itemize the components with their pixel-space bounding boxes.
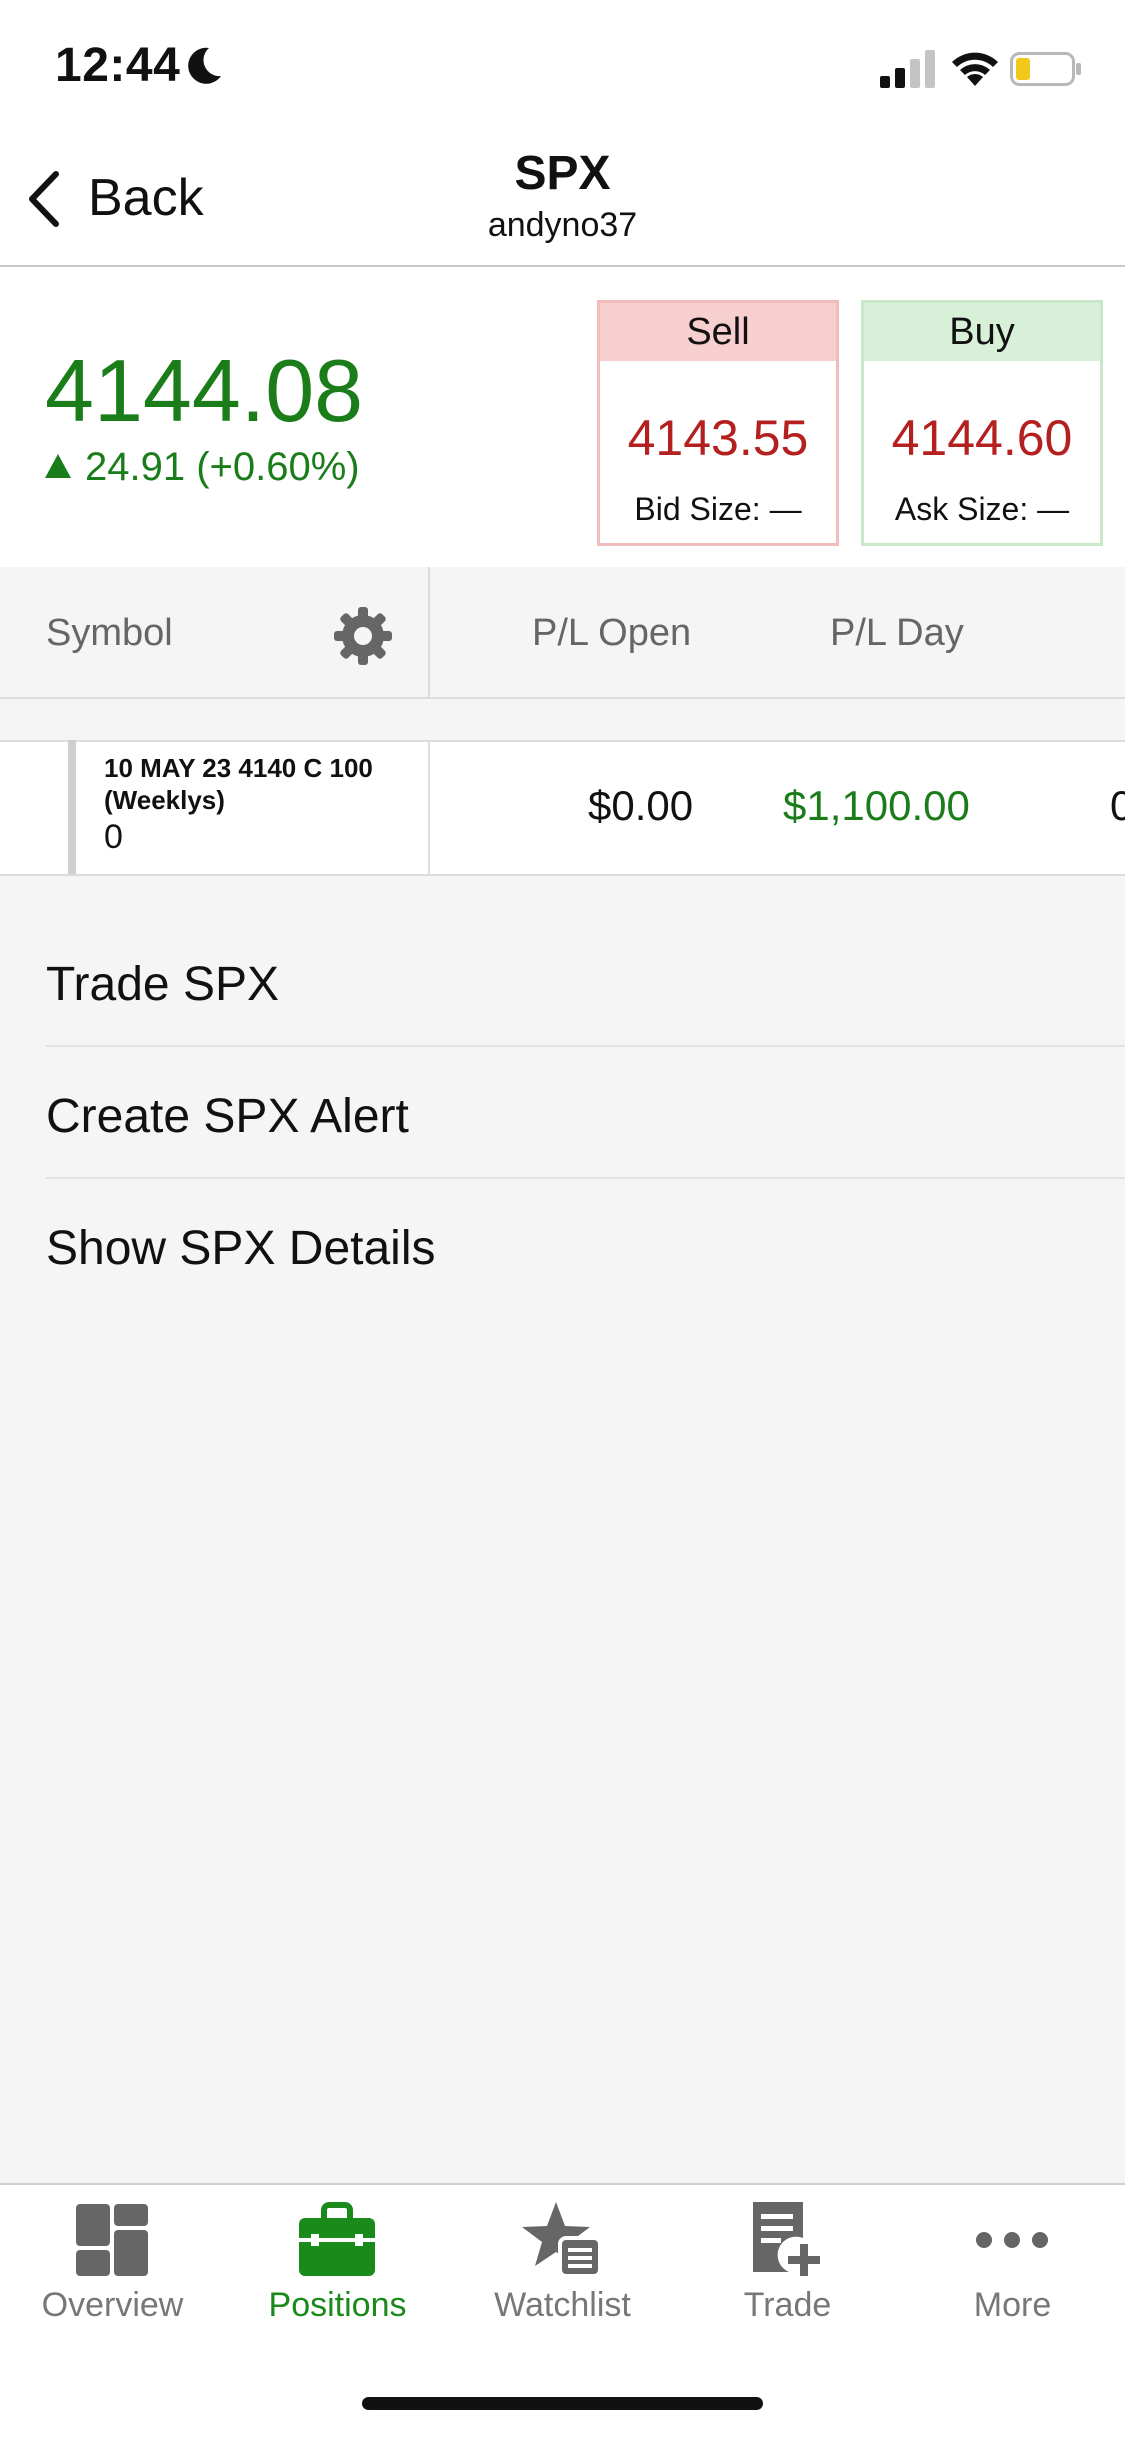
account-name: andyno37 (487, 206, 638, 244)
table-row[interactable] (0, 740, 1125, 876)
up-arrow-icon (45, 454, 71, 478)
header-pl-day[interactable]: P/L Day (830, 612, 964, 654)
wifi-icon (952, 52, 998, 86)
action-label: Trade SPX (46, 958, 279, 1011)
position-pl-open: $0.00 (588, 782, 694, 829)
row-indicator (68, 740, 76, 874)
show-details-action[interactable]: Show SPX Details (0, 1181, 1125, 1311)
table-header (0, 567, 1125, 699)
status-bar (0, 0, 1125, 140)
back-button[interactable]: Back (88, 169, 204, 227)
tab-label: Overview (41, 2286, 184, 2324)
sell-button[interactable]: Sell 4143.55 Bid Size: — (597, 300, 839, 546)
price-change: 24.91 (+0.60%) (45, 445, 360, 490)
watchlist-icon (522, 2202, 602, 2278)
bid-price: 4143.55 (627, 410, 809, 466)
gear-icon[interactable] (332, 605, 394, 667)
position-quantity: 0 (104, 818, 123, 856)
trade-spx-action[interactable]: Trade SPX (0, 917, 1125, 1047)
tab-overview[interactable]: Overview (0, 2200, 225, 2330)
action-label: Create SPX Alert (46, 1090, 409, 1143)
tab-label: Watchlist (494, 2286, 631, 2324)
divider (46, 1177, 1125, 1179)
bid-size: Bid Size: — (634, 491, 802, 527)
tab-more[interactable]: More (900, 2200, 1125, 2330)
position-clipped-value: 0 (1110, 782, 1125, 829)
more-icon (976, 2232, 1048, 2248)
header-pl-open[interactable]: P/L Open (532, 612, 692, 654)
tab-label: Trade (743, 2286, 832, 2324)
ask-price: 4144.60 (891, 410, 1073, 466)
tab-trade[interactable]: Trade (675, 2200, 900, 2330)
create-alert-action[interactable]: Create SPX Alert (0, 1049, 1125, 1179)
status-time: 12:44 (55, 39, 181, 92)
buy-button[interactable]: Buy 4144.60 Ask Size: — (861, 300, 1103, 546)
position-pl-day: $1,100.00 (783, 782, 970, 829)
price-change-value: 24.91 (+0.60%) (85, 445, 360, 489)
position-description: 10 MAY 23 4140 C 100 (Weeklys) (104, 753, 373, 815)
tab-label: More (973, 2286, 1052, 2324)
ask-size: Ask Size: — (894, 491, 1070, 527)
back-chevron-icon[interactable] (24, 168, 64, 230)
buy-label: Buy (864, 303, 1100, 361)
briefcase-icon (299, 2202, 375, 2276)
column-divider (428, 740, 430, 874)
divider (46, 1045, 1125, 1047)
home-indicator (362, 2397, 763, 2410)
action-label: Show SPX Details (46, 1222, 436, 1275)
sell-label: Sell (600, 303, 836, 361)
last-price: 4144.08 (45, 341, 364, 440)
tab-label: Positions (268, 2286, 407, 2324)
overview-icon (76, 2204, 148, 2276)
tab-positions[interactable]: Positions (225, 2200, 450, 2330)
battery-icon (1010, 52, 1081, 86)
tab-watchlist[interactable]: Watchlist (450, 2200, 675, 2330)
moon-icon (188, 47, 221, 84)
trade-icon (753, 2202, 820, 2276)
column-divider (428, 567, 430, 697)
signal-icon (880, 50, 935, 88)
header-symbol[interactable]: Symbol (46, 612, 173, 654)
page-title: SPX (514, 147, 611, 200)
nav-bar (0, 140, 1125, 267)
